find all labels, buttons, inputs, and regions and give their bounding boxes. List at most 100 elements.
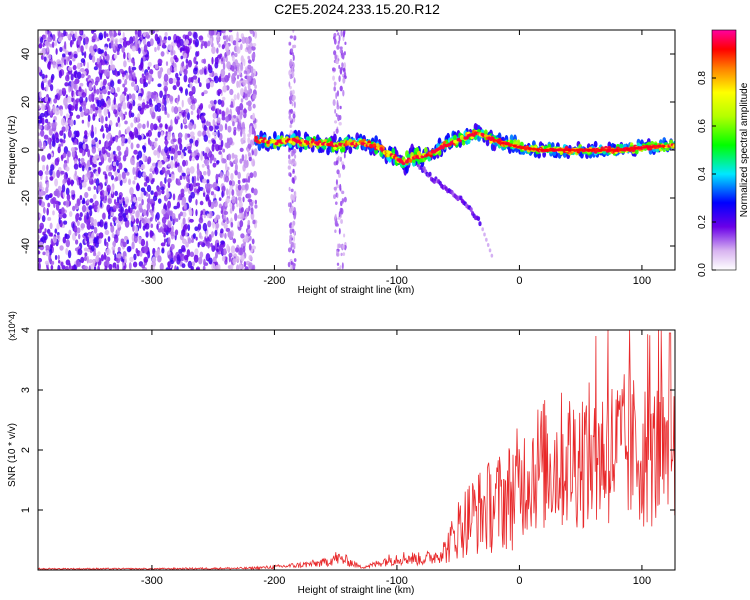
- noise-blob: [183, 152, 187, 157]
- noise-blob: [213, 99, 217, 105]
- stripe-blob: [333, 50, 337, 56]
- noise-blob: [113, 54, 118, 59]
- noise-blob: [151, 162, 157, 167]
- noise-blob: [73, 53, 78, 59]
- noise-blob: [56, 59, 61, 65]
- stripe-blob: [333, 86, 336, 92]
- spectrogram-y-ticks: -40 -20 0 20 40: [20, 48, 675, 254]
- noise-blob: [65, 187, 70, 196]
- noise-blob: [205, 121, 210, 126]
- noise-blob: [144, 142, 147, 147]
- noise-blob: [240, 138, 244, 145]
- noise-blob: [67, 51, 72, 56]
- stripe-blob: [288, 70, 291, 76]
- stripe-blob: [293, 77, 296, 84]
- noise-blob: [155, 212, 160, 220]
- noise-blob: [200, 210, 203, 216]
- noise-blob: [133, 235, 138, 244]
- noise-blob: [92, 252, 97, 257]
- stripe-blob: [337, 40, 340, 48]
- noise-blob: [133, 127, 138, 135]
- noise-blob: [221, 157, 226, 164]
- noise-blob: [100, 49, 104, 54]
- noise-blob: [74, 239, 79, 245]
- noise-blob: [90, 225, 95, 230]
- noise-blob: [248, 129, 253, 136]
- noise-blob: [182, 111, 185, 118]
- noise-blob: [93, 226, 98, 234]
- noise-blob: [176, 181, 182, 186]
- noise-blob: [59, 138, 63, 143]
- noise-blob: [191, 151, 195, 158]
- stripe-blob: [341, 198, 345, 202]
- noise-blob: [176, 266, 179, 270]
- noise-blob: [89, 198, 94, 203]
- noise-blob: [147, 61, 152, 67]
- noise-blob: [107, 157, 112, 163]
- noise-blob: [110, 175, 115, 181]
- noise-blob: [119, 37, 123, 44]
- noise-blob: [222, 148, 226, 153]
- noise-blob: [176, 76, 181, 81]
- colorbar-tick-label: 0.0: [697, 263, 708, 277]
- noise-blob: [187, 31, 192, 37]
- noise-blob: [70, 179, 74, 187]
- noise-blob: [121, 45, 125, 53]
- noise-blob: [244, 93, 248, 98]
- x-tick-label: 100: [633, 575, 651, 587]
- noise-blob: [151, 111, 156, 120]
- noise-blob: [150, 223, 154, 229]
- stripe-blob: [293, 101, 296, 109]
- noise-blob: [161, 216, 167, 224]
- noise-blob: [221, 190, 224, 198]
- ridge-peak: [512, 144, 517, 147]
- noise-blob: [48, 54, 52, 60]
- noise-blob: [200, 43, 203, 50]
- noise-blob: [239, 220, 244, 228]
- stripe-blob: [343, 62, 347, 69]
- stripe-blob: [287, 261, 291, 268]
- noise-blob: [243, 58, 246, 67]
- stripe-blob: [340, 66, 344, 71]
- noise-blob: [201, 92, 205, 97]
- noise-blob: [163, 73, 169, 82]
- noise-blob: [91, 55, 96, 63]
- noise-blob: [106, 37, 110, 42]
- noise-blob: [52, 210, 55, 216]
- noise-blob: [235, 255, 240, 263]
- noise-blob: [58, 37, 63, 43]
- noise-blob: [165, 81, 169, 86]
- noise-blob: [87, 114, 91, 122]
- noise-blob: [244, 183, 249, 191]
- stripe-blob: [342, 244, 345, 250]
- noise-blob: [39, 112, 45, 118]
- noise-blob: [99, 74, 103, 80]
- stripe-blob: [340, 200, 343, 207]
- noise-blob: [244, 79, 248, 84]
- noise-blob: [103, 190, 109, 198]
- noise-blob: [223, 247, 227, 256]
- noise-blob: [57, 185, 62, 192]
- noise-blob: [236, 62, 241, 68]
- noise-blob: [94, 200, 99, 207]
- noise-blob: [203, 90, 208, 95]
- noise-blob: [168, 95, 174, 102]
- noise-blob: [198, 256, 203, 265]
- noise-blob: [189, 155, 192, 162]
- noise-blob: [61, 126, 66, 132]
- noise-blob: [254, 204, 258, 209]
- noise-blob: [120, 238, 125, 244]
- noise-blob: [229, 231, 233, 240]
- noise-blob: [197, 242, 200, 248]
- noise-blob: [99, 190, 103, 196]
- noise-blob: [211, 144, 215, 152]
- noise-blob: [93, 266, 97, 270]
- noise-blob: [93, 84, 96, 92]
- noise-blob: [178, 112, 182, 118]
- noise-blob: [84, 130, 88, 136]
- noise-blob: [97, 265, 100, 270]
- ridge-peak: [520, 146, 525, 150]
- noise-blob: [92, 30, 97, 33]
- noise-blob: [177, 195, 181, 201]
